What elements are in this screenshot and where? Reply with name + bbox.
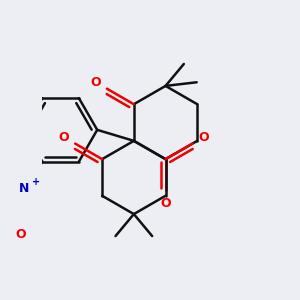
Text: +: +: [32, 177, 40, 187]
Text: O: O: [91, 76, 101, 89]
Text: O: O: [15, 228, 26, 241]
Text: O: O: [198, 131, 209, 144]
Text: N: N: [19, 182, 29, 195]
Text: O: O: [160, 196, 171, 210]
Text: O: O: [59, 131, 69, 144]
